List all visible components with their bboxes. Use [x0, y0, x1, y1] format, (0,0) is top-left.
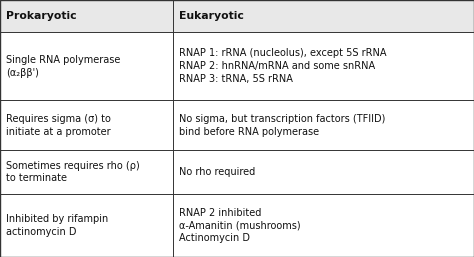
Text: Sometimes requires rho (ρ)
to terminate: Sometimes requires rho (ρ) to terminate — [6, 161, 139, 183]
Text: No sigma, but transcription factors (TFIID)
bind before RNA polymerase: No sigma, but transcription factors (TFI… — [179, 114, 385, 136]
Text: RNAP 1: rRNA (nucleolus), except 5S rRNA
RNAP 2: hnRNA/mRNA and some snRNA
RNAP : RNAP 1: rRNA (nucleolus), except 5S rRNA… — [179, 49, 386, 84]
Text: Inhibited by rifampin
actinomycin D: Inhibited by rifampin actinomycin D — [6, 214, 108, 237]
Text: Requires sigma (σ) to
initiate at a promoter: Requires sigma (σ) to initiate at a prom… — [6, 114, 110, 136]
Text: Prokaryotic: Prokaryotic — [6, 11, 76, 21]
Text: No rho required: No rho required — [179, 167, 255, 177]
Bar — [0, 0, 474, 32]
Text: Eukaryotic: Eukaryotic — [179, 11, 244, 21]
Text: RNAP 2 inhibited
α-Amanitin (mushrooms)
Actinomycin D: RNAP 2 inhibited α-Amanitin (mushrooms) … — [179, 208, 301, 243]
Text: Single RNA polymerase
(α₂ββ'): Single RNA polymerase (α₂ββ') — [6, 55, 120, 78]
